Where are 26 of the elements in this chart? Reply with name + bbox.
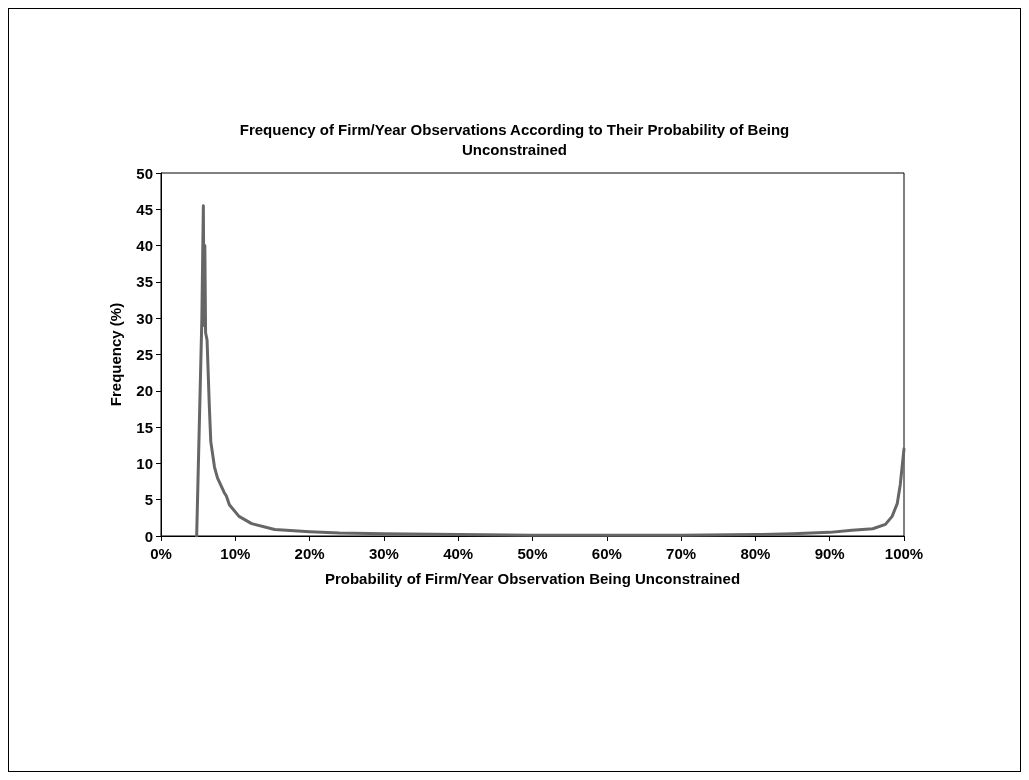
y-tick-label: 40 <box>136 237 153 255</box>
chart-title: Frequency of Firm/Year Observations According to Their Probability of Being Unconstrained <box>239 120 790 158</box>
x-tick-label: 30% <box>368 545 399 562</box>
y-tick-label: 20 <box>136 382 153 400</box>
x-tick-label: 0% <box>150 545 172 562</box>
x-tick-label: 20% <box>294 545 325 562</box>
y-tick-label: 50 <box>136 164 153 182</box>
x-tick-label: 10% <box>220 545 251 562</box>
y-tick-label: 35 <box>136 273 153 291</box>
x-axis-title: Probability of Firm/Year Observation Being Unconstrained <box>324 570 741 587</box>
x-tick-label: 50% <box>517 545 548 562</box>
y-tick-label: 10 <box>136 454 153 472</box>
y-tick-label: 0 <box>144 527 153 545</box>
line-series <box>195 204 906 538</box>
x-tick-label: 60% <box>591 545 622 562</box>
x-tick-label: 100% <box>884 545 924 562</box>
y-tick-label: 45 <box>136 200 153 218</box>
x-tick-label: 70% <box>666 545 697 562</box>
x-tick-label: 80% <box>740 545 771 562</box>
x-tick-label: 90% <box>814 545 845 562</box>
y-axis-title: Frequency (%) <box>107 302 124 407</box>
y-tick-label: 25 <box>136 346 153 363</box>
y-tick-label: 30 <box>136 309 153 327</box>
x-tick-label: 40% <box>443 545 474 562</box>
y-tick-label: 15 <box>136 418 153 436</box>
y-tick-label: 5 <box>144 491 153 509</box>
